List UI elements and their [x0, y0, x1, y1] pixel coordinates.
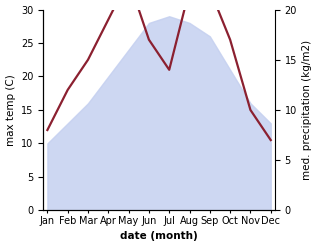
- Y-axis label: max temp (C): max temp (C): [5, 74, 16, 146]
- X-axis label: date (month): date (month): [120, 231, 198, 242]
- Y-axis label: med. precipitation (kg/m2): med. precipitation (kg/m2): [302, 40, 313, 180]
